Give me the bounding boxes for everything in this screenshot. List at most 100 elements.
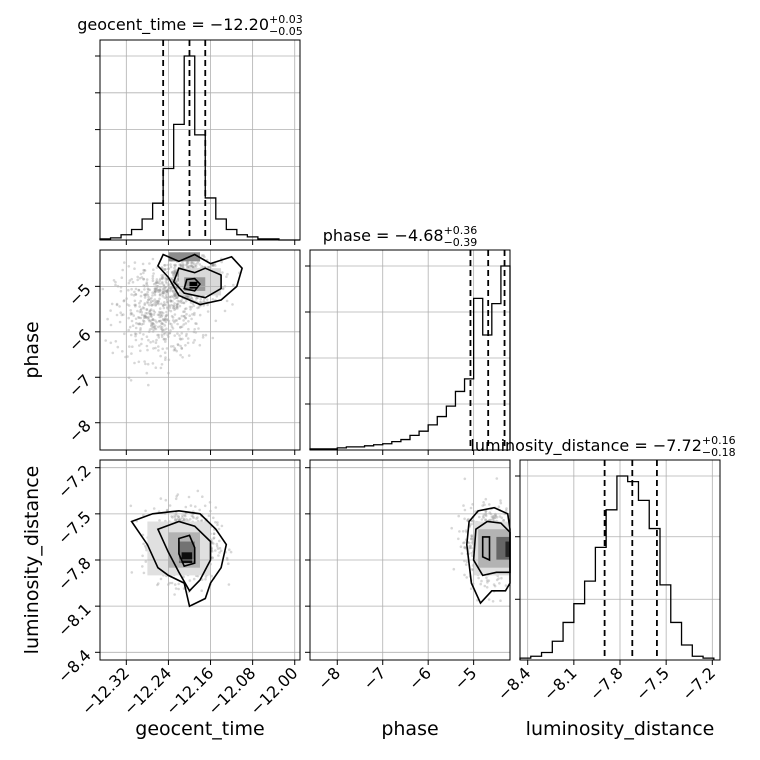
scatter-point bbox=[129, 309, 132, 312]
density-cell bbox=[189, 281, 198, 289]
scatter-point bbox=[145, 335, 149, 339]
scatter-point bbox=[162, 306, 166, 310]
scatter-point bbox=[190, 260, 194, 264]
scatter-point bbox=[129, 379, 133, 382]
scatter-point bbox=[479, 582, 483, 586]
scatter-point bbox=[164, 316, 167, 319]
scatter-point bbox=[171, 306, 175, 310]
scatter-point bbox=[149, 312, 152, 316]
scatter-point bbox=[192, 577, 196, 581]
density-cell bbox=[168, 252, 200, 262]
scatter-point bbox=[154, 287, 158, 291]
scatter-point bbox=[228, 548, 231, 551]
scatter-point bbox=[146, 300, 149, 304]
scatter-point bbox=[164, 277, 168, 281]
scatter-point bbox=[193, 338, 196, 342]
scatter-point bbox=[180, 299, 183, 302]
scatter-point bbox=[160, 274, 163, 277]
panel-background bbox=[100, 40, 300, 240]
scatter-point bbox=[168, 322, 171, 325]
scatter-point bbox=[461, 530, 465, 533]
scatter-point bbox=[177, 517, 180, 520]
scatter-point bbox=[221, 286, 225, 290]
scatter-point bbox=[212, 537, 215, 540]
scatter-point bbox=[211, 556, 214, 559]
scatter-point bbox=[147, 298, 150, 301]
scatter-point bbox=[161, 295, 165, 298]
scatter-point bbox=[200, 589, 203, 592]
scatter-point bbox=[141, 306, 145, 309]
scatter-point bbox=[171, 319, 175, 322]
scatter-point bbox=[150, 304, 153, 307]
scatter-point bbox=[203, 255, 206, 259]
scatter-point bbox=[185, 263, 188, 266]
scatter-point bbox=[158, 290, 161, 293]
scatter-point bbox=[179, 326, 182, 329]
scatter-point bbox=[159, 319, 162, 323]
scatter-point bbox=[165, 290, 169, 294]
scatter-point bbox=[172, 269, 176, 273]
scatter-point bbox=[500, 576, 503, 580]
scatter-point bbox=[169, 300, 173, 303]
scatter-point bbox=[175, 495, 178, 498]
scatter-point bbox=[142, 320, 146, 323]
scatter-point bbox=[136, 275, 139, 279]
scatter-point bbox=[184, 334, 188, 338]
scatter-point bbox=[127, 288, 130, 292]
scatter-point bbox=[202, 304, 205, 307]
scatter-point bbox=[225, 299, 229, 303]
scatter-point bbox=[172, 304, 175, 308]
scatter-point bbox=[188, 314, 191, 318]
scatter-point bbox=[177, 582, 180, 586]
scatter-point bbox=[174, 307, 177, 310]
scatter-point bbox=[147, 298, 150, 302]
scatter-point bbox=[154, 290, 157, 294]
scatter-point bbox=[129, 333, 133, 337]
scatter-point bbox=[491, 516, 495, 520]
scatter-point bbox=[145, 278, 149, 281]
scatter-point bbox=[196, 489, 200, 493]
contour-outer bbox=[465, 506, 511, 605]
scatter-point bbox=[201, 333, 205, 337]
scatter-point bbox=[152, 347, 155, 350]
scatter-point bbox=[194, 505, 197, 508]
scatter-point bbox=[152, 303, 155, 306]
scatter-point bbox=[156, 288, 159, 292]
scatter-point bbox=[160, 314, 164, 317]
scatter-point bbox=[147, 288, 150, 291]
scatter-point bbox=[146, 287, 150, 291]
y-tick-label: −8 bbox=[65, 416, 95, 446]
scatter-point bbox=[184, 514, 187, 518]
scatter-point bbox=[482, 501, 485, 504]
scatter-point bbox=[116, 345, 120, 349]
scatter-point bbox=[221, 287, 225, 291]
scatter-point bbox=[459, 545, 463, 548]
scatter-point bbox=[127, 265, 131, 268]
scatter-point bbox=[133, 361, 136, 365]
scatter-point bbox=[463, 545, 467, 549]
scatter-point bbox=[169, 309, 173, 313]
scatter-point bbox=[194, 265, 198, 268]
scatter-point bbox=[153, 291, 156, 295]
scatter-point bbox=[199, 300, 202, 304]
histogram-phase bbox=[309, 265, 511, 450]
scatter-point bbox=[179, 263, 182, 267]
scatter-point bbox=[135, 321, 138, 325]
scatter-point bbox=[491, 515, 495, 518]
scatter-point bbox=[189, 261, 193, 265]
scatter-point bbox=[185, 518, 188, 521]
scatter-point bbox=[139, 308, 142, 312]
scatter-point bbox=[151, 299, 155, 303]
scatter-point bbox=[129, 311, 133, 315]
scatter-point bbox=[127, 281, 131, 285]
scatter-point bbox=[163, 351, 167, 355]
scatter-point bbox=[142, 319, 145, 322]
y-axis-label-luminosity_distance: luminosity_distance bbox=[21, 466, 43, 655]
scatter-point bbox=[463, 477, 467, 481]
scatter-point bbox=[176, 277, 180, 281]
scatter-point bbox=[190, 296, 193, 300]
scatter-point bbox=[173, 294, 177, 298]
scatter-point bbox=[165, 296, 168, 300]
scatter-point bbox=[152, 268, 155, 272]
x-tick-label: −12.00 bbox=[246, 663, 301, 718]
